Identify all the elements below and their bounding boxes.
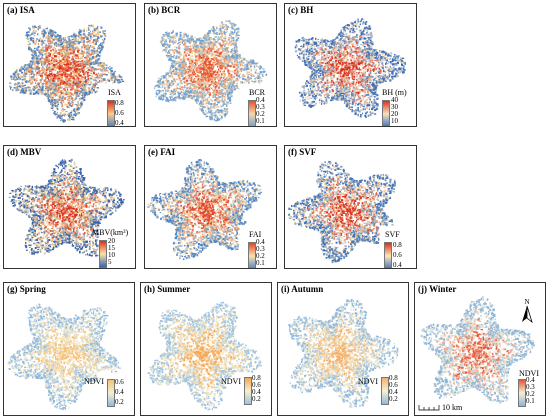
map-bcr: [153, 19, 268, 122]
colorbar-tick: 0.8: [115, 100, 124, 107]
map-spring: [7, 303, 122, 411]
colorbar-tick: 0.3: [256, 104, 265, 111]
colorbar: [248, 242, 256, 268]
colorbar-tick: 0.2: [256, 253, 265, 260]
scale-bar-label: 10 km: [442, 403, 462, 412]
colorbar: [248, 100, 256, 126]
panel-title: (b) BCR: [148, 5, 180, 15]
map-panel-svf: (f) SVF SVF 0.8 0.6 0.4: [284, 145, 417, 269]
colorbar-tick: 0.3: [526, 384, 535, 391]
map-panel-fai: (e) FAI FAI 0.4 0.3 0.2 0.1: [144, 145, 277, 269]
colorbar-tick: 10: [108, 252, 115, 259]
colorbar-tick: 0.1: [526, 398, 535, 405]
colorbar-tick: 0.6: [252, 382, 261, 389]
colorbar-label: NDVI: [221, 377, 241, 386]
colorbar-tick: 0.2: [256, 111, 265, 118]
map-panel-winter: (j) Winter NDVI 0.4 0.3 0.2 0.1 N 10 km: [414, 282, 546, 416]
colorbar-tick: 0.1: [256, 118, 265, 125]
colorbar: [518, 379, 526, 407]
panel-title: (i) Autumn: [281, 284, 323, 294]
colorbar-tick: 0.4: [389, 389, 398, 396]
colorbar-tick: 0.8: [252, 375, 261, 382]
colorbar: [382, 100, 390, 126]
colorbar-tick: 0.8: [389, 375, 398, 382]
map-panel-mbv: (d) MBV MBV(km³) 20 15 10 5: [3, 145, 136, 269]
map-winter: [420, 296, 535, 404]
colorbar-tick: 0.6: [389, 382, 398, 389]
map-bh: [294, 17, 407, 118]
map-panel-summer: (h) Summer NDVI 0.8 0.6 0.4 0.2: [140, 282, 272, 416]
panel-title: (h) Summer: [144, 284, 190, 294]
colorbar-tick: 40: [391, 97, 398, 104]
colorbar-label: FAI: [249, 230, 261, 239]
scale-bar: 10 km: [418, 403, 462, 412]
panel-title: (a) ISA: [7, 5, 35, 15]
colorbar-tick: 20: [108, 238, 115, 245]
colorbar: [384, 242, 392, 268]
map-panel-bcr: (b) BCR BCR 0.4 0.3 0.2 0.1: [144, 3, 277, 127]
colorbar: [99, 240, 107, 268]
colorbar-label: BCR: [249, 88, 265, 97]
colorbar-tick: 0.4: [115, 120, 124, 127]
colorbar-tick: 20: [391, 111, 398, 118]
map-panel-bh: (c) BH BH (m) 40 30 20 10: [284, 3, 417, 127]
colorbar-tick: 0.4: [393, 262, 402, 269]
colorbar-tick: 0.8: [393, 242, 402, 249]
map-fai: [147, 159, 263, 261]
colorbar: [244, 377, 252, 405]
colorbar-label: ISA: [108, 88, 121, 97]
map-isa: [9, 24, 125, 123]
panel-title: (c) BH: [288, 5, 313, 15]
colorbar-tick: 15: [108, 245, 115, 252]
colorbar-tick: 0.2: [526, 391, 535, 398]
colorbar-tick: 0.4: [256, 239, 265, 246]
map-panel-autumn: (i) Autumn NDVI 0.8 0.6 0.4 0.2: [277, 282, 409, 416]
panel-title: (d) MBV: [7, 147, 41, 157]
colorbar-tick: 0.2: [115, 399, 124, 406]
colorbar-tick: 0.4: [256, 97, 265, 104]
map-panel-spring: (g) Spring NDVI 0.6 0.4 0.2: [3, 282, 135, 416]
colorbar-label: MBV(km³): [92, 228, 128, 237]
colorbar-tick: 0.4: [252, 389, 261, 396]
colorbar-tick: 0.3: [256, 246, 265, 253]
map-mbv: [8, 158, 125, 257]
map-panel-isa: (a) ISA ISA 0.8 0.6 0.4: [3, 3, 136, 127]
colorbar: [381, 377, 389, 405]
colorbar-tick: 5: [108, 259, 112, 266]
colorbar-label: NDVI: [84, 377, 104, 386]
colorbar-tick: 0.2: [389, 396, 398, 403]
panel-title: (e) FAI: [148, 147, 175, 157]
colorbar-label: BH (m): [382, 88, 407, 97]
colorbar-tick: 0.6: [115, 110, 124, 117]
colorbar-label: NDVI: [358, 377, 378, 386]
colorbar-tick: 0.6: [393, 252, 402, 259]
panel-title: (f) SVF: [288, 147, 316, 157]
colorbar-label: SVF: [385, 230, 400, 239]
colorbar-tick: 0.4: [115, 389, 124, 396]
colorbar-tick: 10: [391, 118, 398, 125]
panel-title: (j) Winter: [418, 284, 456, 294]
scale-bar-ticks: [418, 405, 440, 411]
colorbar-tick: 0.2: [252, 396, 261, 403]
colorbar-tick: 0.4: [526, 377, 535, 384]
colorbar-tick: 30: [391, 104, 398, 111]
north-arrow-icon: N: [522, 298, 533, 323]
map-summer: [147, 301, 262, 411]
map-svf: [288, 160, 396, 264]
colorbar-label: NDVI: [519, 369, 539, 378]
panel-title: (g) Spring: [7, 284, 46, 294]
colorbar-tick: 0.1: [256, 260, 265, 267]
colorbar: [107, 379, 115, 407]
colorbar-tick: 0.6: [115, 379, 124, 386]
map-autumn: [288, 299, 399, 408]
colorbar: [107, 100, 115, 126]
north-arrow-label: N: [524, 298, 529, 306]
